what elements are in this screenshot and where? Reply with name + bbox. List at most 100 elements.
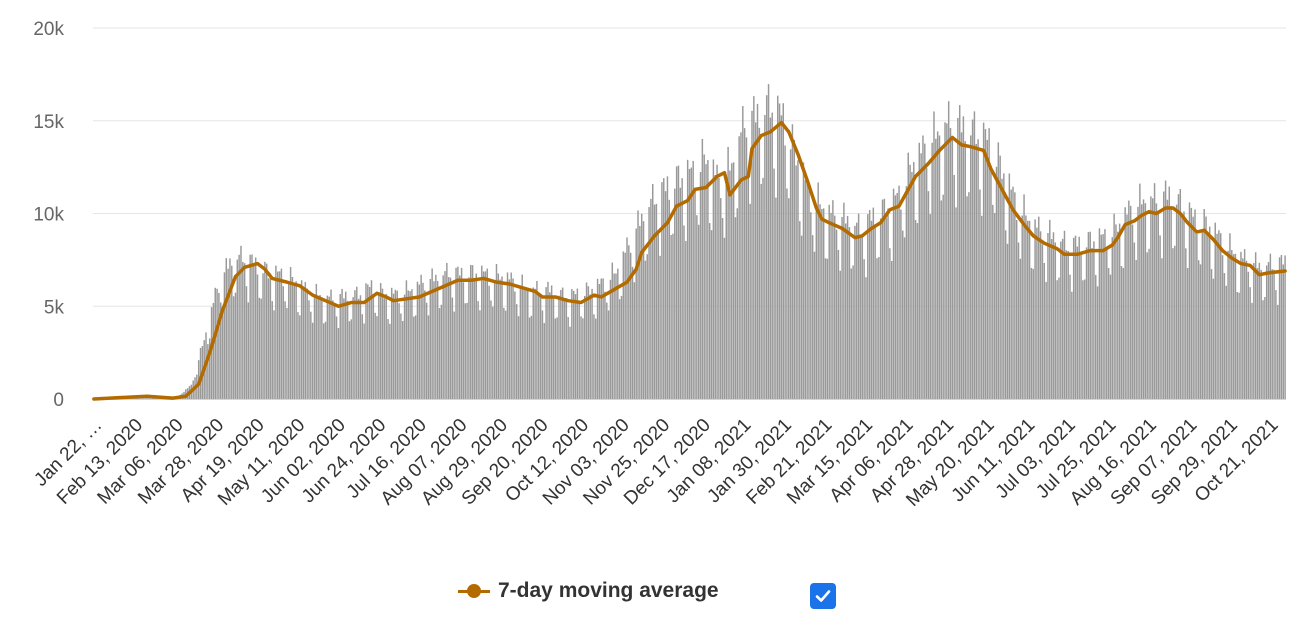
daily-bar bbox=[411, 289, 413, 399]
daily-bar bbox=[819, 204, 821, 399]
daily-bar bbox=[773, 168, 775, 399]
daily-bar bbox=[815, 205, 818, 399]
daily-bar bbox=[960, 132, 963, 399]
daily-bar bbox=[1049, 219, 1051, 399]
daily-bar bbox=[788, 198, 790, 399]
daily-bar bbox=[1278, 257, 1281, 399]
daily-bar bbox=[464, 303, 466, 399]
daily-bar bbox=[288, 282, 290, 399]
daily-bar bbox=[225, 258, 228, 399]
daily-bar bbox=[1054, 242, 1057, 399]
moving-average-line bbox=[92, 120, 1287, 401]
daily-bar bbox=[324, 321, 327, 399]
daily-bar bbox=[269, 273, 272, 399]
daily-bar bbox=[374, 312, 376, 399]
bar-series bbox=[95, 84, 1286, 400]
daily-bar bbox=[618, 299, 621, 399]
daily-bar bbox=[699, 171, 702, 399]
daily-bar bbox=[1034, 219, 1036, 399]
daily-bar bbox=[446, 262, 448, 399]
daily-bar bbox=[587, 286, 590, 399]
daily-bar bbox=[1111, 237, 1114, 399]
daily-bar bbox=[1190, 207, 1193, 399]
daily-bar bbox=[931, 142, 933, 399]
daily-bar bbox=[624, 252, 626, 399]
daily-bar bbox=[593, 314, 595, 399]
daily-bar bbox=[850, 268, 852, 399]
daily-bar bbox=[629, 252, 632, 399]
daily-bar bbox=[218, 292, 220, 399]
daily-bar bbox=[1221, 255, 1224, 399]
daily-bar bbox=[220, 302, 222, 399]
daily-bar bbox=[578, 302, 580, 399]
daily-bar bbox=[503, 307, 505, 399]
daily-bar bbox=[1129, 205, 1132, 399]
daily-bar bbox=[1175, 204, 1178, 399]
daily-bar bbox=[1133, 242, 1136, 399]
daily-bar bbox=[413, 316, 415, 399]
daily-bar bbox=[694, 189, 696, 399]
daily-bar bbox=[431, 268, 433, 399]
daily-bar bbox=[1060, 241, 1062, 399]
daily-bar bbox=[477, 301, 479, 399]
daily-bar bbox=[611, 262, 614, 399]
daily-bar bbox=[710, 230, 713, 399]
daily-bar bbox=[258, 297, 261, 399]
daily-bar bbox=[1056, 280, 1058, 399]
daily-bar bbox=[278, 271, 281, 399]
daily-bar bbox=[212, 302, 215, 399]
daily-bar bbox=[659, 255, 661, 399]
daily-bar bbox=[210, 307, 213, 399]
daily-bar bbox=[705, 164, 707, 399]
daily-bar bbox=[979, 189, 981, 399]
daily-bar bbox=[1166, 199, 1169, 399]
daily-bar bbox=[933, 111, 935, 400]
daily-bar bbox=[1025, 215, 1027, 399]
daily-bar bbox=[958, 105, 961, 400]
daily-bar bbox=[1245, 260, 1248, 399]
daily-bar bbox=[914, 220, 917, 399]
daily-bar bbox=[556, 317, 558, 399]
daily-bar bbox=[1186, 268, 1189, 399]
daily-bar bbox=[865, 277, 867, 399]
daily-bar bbox=[372, 296, 375, 399]
daily-bar bbox=[527, 289, 529, 399]
legend-item-moving-average[interactable]: 7-day moving average bbox=[456, 574, 719, 608]
daily-bar bbox=[845, 223, 847, 399]
daily-bar bbox=[1071, 291, 1073, 399]
daily-bar bbox=[631, 266, 634, 399]
daily-bar bbox=[262, 273, 264, 399]
daily-bar bbox=[317, 296, 319, 399]
daily-bar bbox=[1087, 232, 1090, 399]
daily-bar bbox=[245, 286, 248, 399]
daily-bar bbox=[409, 291, 411, 399]
daily-bar bbox=[863, 259, 865, 399]
daily-bar bbox=[400, 313, 402, 399]
daily-bar bbox=[1142, 199, 1145, 399]
daily-bar bbox=[345, 291, 347, 399]
daily-bar bbox=[416, 281, 419, 399]
daily-bar bbox=[720, 198, 722, 399]
daily-bar bbox=[675, 166, 678, 399]
daily-bar bbox=[835, 229, 838, 399]
daily-bar bbox=[525, 287, 527, 399]
daily-bar bbox=[777, 95, 779, 400]
daily-bar bbox=[762, 177, 764, 399]
daily-bar bbox=[1104, 229, 1106, 399]
daily-bar bbox=[534, 288, 536, 399]
daily-bar bbox=[1058, 277, 1060, 399]
daily-bar bbox=[299, 315, 301, 399]
daily-bar bbox=[833, 215, 836, 399]
daily-bar bbox=[1050, 239, 1053, 399]
daily-bar bbox=[1214, 222, 1216, 399]
legend-checkbox[interactable] bbox=[810, 583, 836, 609]
daily-bar bbox=[343, 298, 345, 399]
daily-bar bbox=[1102, 234, 1104, 399]
daily-bar bbox=[1063, 230, 1066, 399]
daily-bar bbox=[1260, 269, 1262, 399]
daily-bar bbox=[300, 280, 303, 399]
daily-bar bbox=[1072, 237, 1075, 399]
daily-bar bbox=[356, 286, 358, 399]
daily-bar bbox=[422, 282, 424, 399]
daily-bar bbox=[310, 311, 312, 399]
